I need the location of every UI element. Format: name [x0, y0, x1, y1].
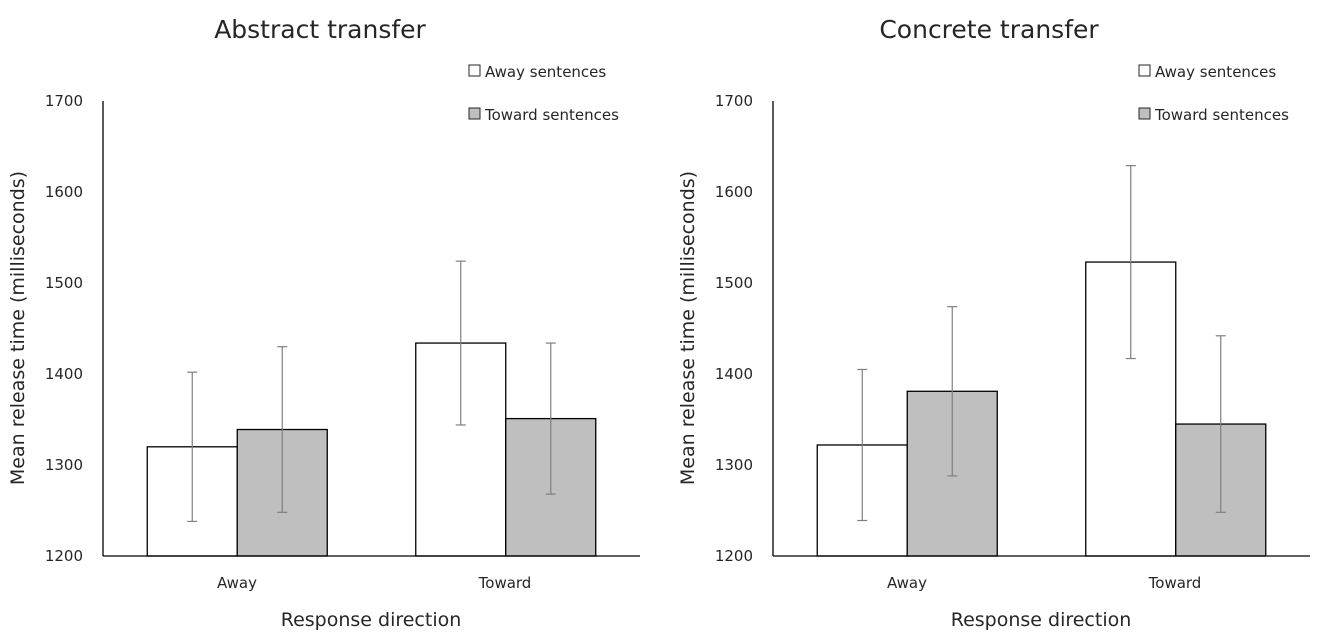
y-tick-label: 1300: [715, 456, 753, 474]
y-tick-label: 1700: [715, 92, 753, 110]
y-tick-label: 1300: [45, 456, 83, 474]
bars: [816, 165, 1267, 557]
y-tick-label: 1600: [45, 183, 83, 201]
y-tick-label: 1200: [45, 547, 83, 565]
category-label: Away: [887, 574, 927, 592]
legend-swatch-toward-sentences: [1138, 107, 1151, 120]
x-axis-title: Response direction: [951, 609, 1132, 631]
y-tick-label: 1500: [715, 274, 753, 292]
chart-title: Abstract transfer: [214, 15, 426, 44]
legend-swatch-away-sentences: [468, 64, 481, 77]
legend: Away sentences Toward sentences: [1138, 63, 1289, 124]
y-tick-label: 1700: [45, 92, 83, 110]
legend-label: Toward sentences: [484, 106, 619, 124]
legend-swatch-toward-sentences: [468, 107, 481, 120]
legend-label: Away sentences: [485, 63, 606, 81]
y-tick-label: 1400: [715, 365, 753, 383]
chart-concrete-transfer: Concrete transfer Mean release time (mil…: [677, 15, 1310, 631]
legend-label: Toward sentences: [1154, 106, 1289, 124]
x-axis-title: Response direction: [281, 609, 462, 631]
y-tick-label: 1500: [45, 274, 83, 292]
chart-abstract-transfer: Abstract transfer Mean release time (mil…: [7, 15, 640, 631]
y-tick-label: 1200: [715, 547, 753, 565]
y-axis-title: Mean release time (milliseconds): [7, 171, 29, 485]
legend-swatch-away-sentences: [1138, 64, 1151, 77]
legend: Away sentences Toward sentences: [468, 63, 619, 124]
category-label: Toward: [1148, 574, 1202, 592]
chart-title: Concrete transfer: [879, 15, 1099, 44]
y-tick-label: 1400: [45, 365, 83, 383]
legend-label: Away sentences: [1155, 63, 1276, 81]
category-label: Away: [217, 574, 257, 592]
bars: [146, 260, 597, 557]
y-axis-title: Mean release time (milliseconds): [677, 171, 699, 485]
category-label: Toward: [478, 574, 532, 592]
y-tick-label: 1600: [715, 183, 753, 201]
